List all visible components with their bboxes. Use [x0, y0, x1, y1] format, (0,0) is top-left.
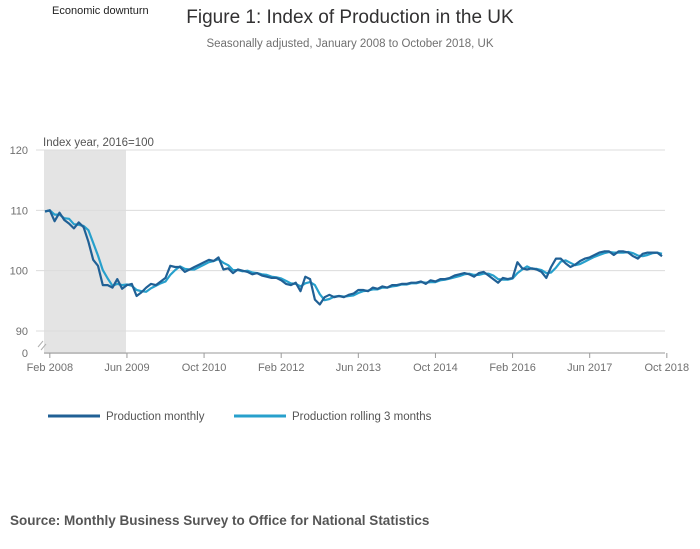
y-tick-label: 120 [10, 145, 28, 157]
downturn-shaded-region [44, 150, 126, 354]
legend: Production monthly Production rolling 3 m… [48, 411, 432, 423]
x-tick-label: Oct 2010 [182, 362, 227, 374]
x-tick-label: Jun 2013 [336, 362, 381, 374]
x-tick-label: Feb 2008 [27, 362, 73, 374]
x-tick-label: Feb 2016 [489, 362, 535, 374]
x-tick-label: Jun 2017 [567, 362, 612, 374]
x-tick-label: Feb 2012 [258, 362, 304, 374]
gridlines [36, 149, 665, 332]
y-tick-label: 100 [10, 266, 28, 278]
legend-entry[interactable]: Production monthly [106, 411, 205, 423]
chart-subtitle: Seasonally adjusted, January 2008 to Oct… [206, 38, 494, 50]
series-lines [44, 209, 663, 306]
chart-title: Figure 1: Index of Production in the UK [186, 7, 514, 28]
downturn-label: Economic downturn [52, 5, 149, 17]
x-axis: Feb 2008 Jun 2009 Oct 2010 Feb 2012 Jun 2013… [27, 352, 690, 374]
x-tick-label: Oct 2014 [413, 362, 458, 374]
x-tick-label: Jun 2009 [104, 362, 149, 374]
axis-break-mark [37, 340, 47, 351]
series-line-production-monthly[interactable] [44, 209, 663, 306]
legend-entry[interactable]: Production rolling 3 months [292, 411, 432, 423]
y-axis-ticks: 120 110 100 90 0 [10, 145, 47, 360]
series-line-production-rolling-3-months[interactable] [44, 209, 663, 302]
y-tick-label: 90 [16, 326, 28, 338]
x-tick-label: Oct 2018 [645, 362, 690, 374]
y-axis-label: Index year, 2016=100 [43, 137, 154, 149]
y-tick-label: 110 [10, 205, 28, 217]
source-note: Source: Monthly Business Survey to Offic… [10, 513, 430, 528]
y-tick-label: 0 [22, 348, 28, 360]
